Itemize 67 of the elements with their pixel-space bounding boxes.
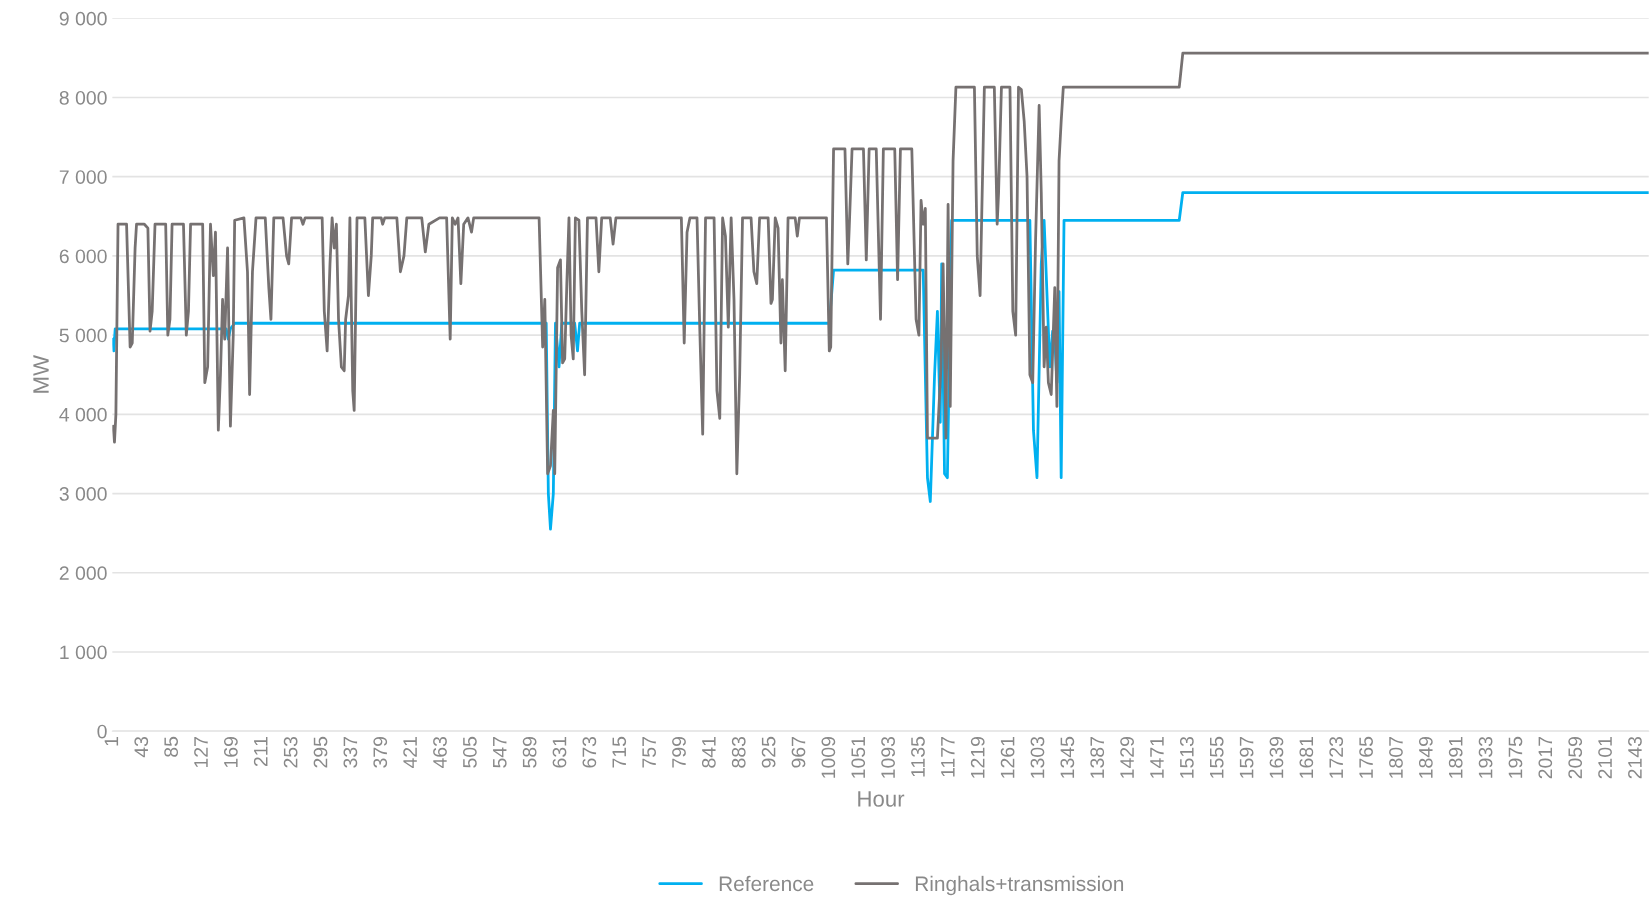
x-tick-label: 1303: [1030, 736, 1045, 778]
y-tick-label: 5 000: [59, 328, 107, 343]
x-tick-label: 1387: [1090, 737, 1105, 778]
x-tick-label: 1429: [1120, 736, 1134, 778]
x-tick-label: 1723: [1329, 736, 1344, 778]
x-tick-label: 211: [253, 737, 268, 767]
x-tick-label: 883: [731, 736, 746, 768]
y-tick-label: 2 000: [59, 566, 107, 581]
x-tick-label: 379: [373, 736, 388, 768]
x-tick-label: 1807: [1389, 737, 1403, 778]
x-tick-label: 1555: [1210, 736, 1224, 778]
x-tick-label: 1597: [1239, 737, 1254, 778]
x-tick-label: 1009: [821, 736, 836, 778]
x-tick-label: 169: [223, 736, 238, 768]
x-tick-label: 925: [761, 736, 776, 768]
x-tick-label: 1681: [1299, 737, 1314, 778]
y-tick-label: 7 000: [59, 170, 107, 184]
legend-label: Ringhals+transmission: [915, 875, 1124, 896]
x-tick-label: 2059: [1568, 736, 1583, 779]
x-tick-label: 1: [104, 737, 119, 746]
x-axis-title: Hour: [858, 791, 905, 807]
x-tick-label: 1135: [911, 736, 925, 777]
y-tick-label: 4 000: [59, 407, 107, 422]
x-tick-label: 463: [433, 736, 447, 769]
y-tick-label: 9 000: [59, 11, 107, 26]
x-tick-label: 295: [313, 736, 328, 768]
x-tick-label: 43: [134, 736, 149, 758]
x-tick-label: 799: [672, 736, 686, 768]
y-tick-label: 6 000: [59, 249, 107, 264]
x-tick-label: 421: [403, 737, 417, 769]
x-tick-label: 1513: [1179, 736, 1194, 778]
legend-label: Reference: [719, 875, 814, 892]
y-tick-label: 0: [97, 724, 107, 739]
x-tick-label: 589: [522, 736, 537, 768]
x-tick-label: 1849: [1418, 736, 1433, 778]
x-tick-label: 2143: [1628, 736, 1642, 779]
y-tick-label: 8 000: [59, 90, 107, 105]
x-tick-label: 1219: [970, 736, 985, 778]
y-tick-label: 1 000: [60, 645, 107, 660]
x-tick-label: 337: [343, 737, 358, 768]
x-tick-label: 1639: [1269, 736, 1284, 778]
x-tick-label: 1975: [1508, 736, 1523, 778]
x-tick-label: 2101: [1598, 737, 1612, 779]
x-tick-label: 715: [612, 736, 627, 768]
x-tick-label: 85: [164, 736, 179, 757]
x-tick-label: 2017: [1538, 737, 1553, 779]
x-tick-label: 1177: [941, 737, 955, 777]
x-tick-label: 1261: [1000, 737, 1015, 778]
x-tick-label: 1471: [1150, 737, 1164, 778]
x-tick-label: 1093: [881, 736, 895, 778]
x-tick-label: 1765: [1359, 736, 1373, 778]
x-tick-label: 127: [194, 737, 208, 768]
x-tick-label: 631: [552, 737, 567, 768]
y-axis-title: MW: [33, 355, 49, 393]
x-tick-label: 1891: [1448, 737, 1463, 778]
x-tick-label: 505: [462, 736, 477, 768]
x-tick-label: 547: [493, 737, 507, 768]
x-tick-label: 1051: [851, 737, 866, 778]
x-tick-label: 1345: [1060, 736, 1075, 778]
x-tick-label: 757: [642, 737, 656, 768]
x-tick-label: 841: [701, 737, 716, 768]
x-tick-label: 967: [791, 737, 806, 768]
x-tick-label: 673: [582, 736, 597, 768]
x-tick-label: 1933: [1478, 736, 1493, 778]
x-tick-label: 253: [283, 736, 298, 768]
y-tick-label: 3 000: [59, 487, 107, 501]
line-series: [112, 51, 1649, 476]
